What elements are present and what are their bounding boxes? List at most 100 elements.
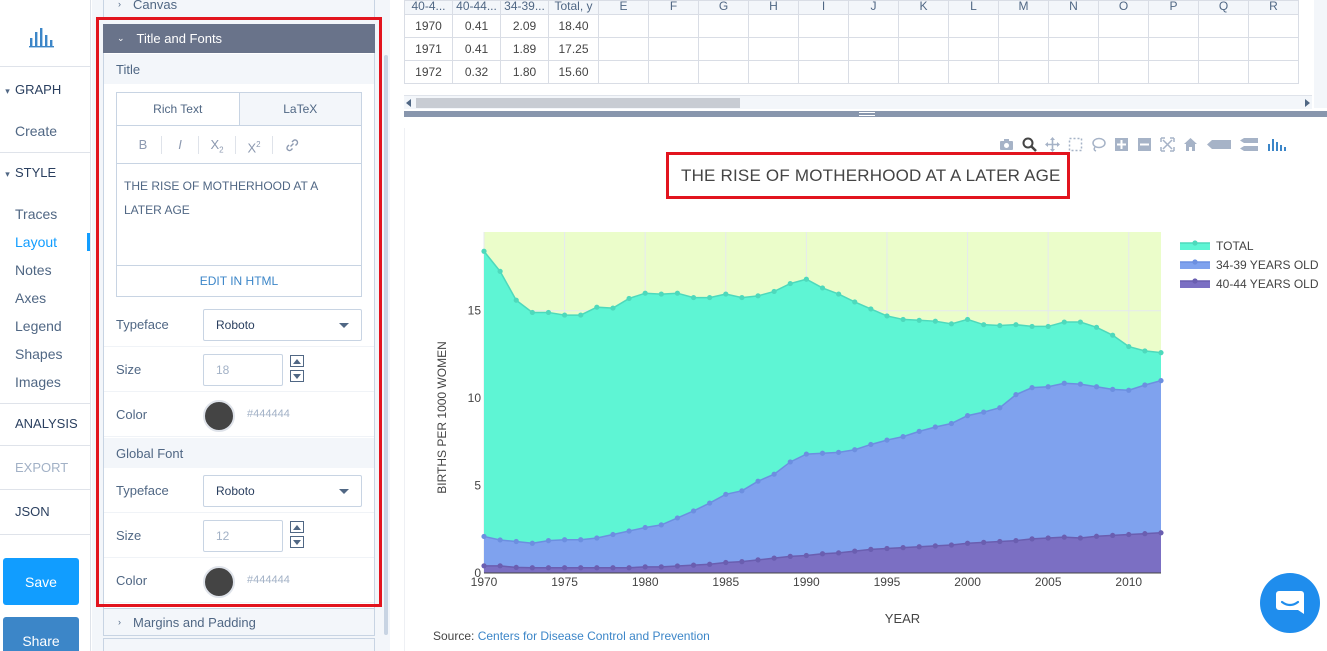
table-cell[interactable] [798,60,849,84]
data-point[interactable] [1045,384,1051,390]
data-point[interactable] [690,508,697,514]
data-point[interactable] [836,449,842,455]
table-cell[interactable] [648,37,699,61]
table-cell[interactable] [998,14,1049,38]
data-point[interactable] [707,561,713,567]
nav-item-images[interactable]: Images [15,374,61,390]
data-point[interactable] [787,459,793,465]
data-point[interactable] [594,565,600,571]
table-cell[interactable] [1148,60,1199,84]
data-point[interactable] [1126,343,1132,350]
link-button[interactable] [273,136,310,154]
home-icon[interactable] [1183,137,1198,152]
table-cell[interactable]: 0.41 [452,14,501,38]
data-point[interactable] [836,550,842,556]
data-point[interactable] [497,563,503,569]
column-header[interactable]: L [948,0,999,15]
data-point[interactable] [1045,535,1051,541]
chart-title[interactable]: THE RISE OF MOTHERHOOD AT A LATER AGE [681,166,1061,185]
data-point[interactable] [674,290,681,296]
data-point[interactable] [932,318,938,324]
table-cell[interactable] [648,14,699,38]
table-cell[interactable] [848,14,899,38]
size-increment-button[interactable] [290,521,304,533]
table-cell[interactable] [898,60,949,84]
nav-item-analysis[interactable]: ANALYSIS [15,416,78,431]
data-point[interactable] [723,491,729,497]
data-point[interactable] [610,305,616,311]
table-cell[interactable] [598,60,649,84]
table-cell[interactable] [1148,14,1199,38]
data-point[interactable] [900,316,906,323]
table-cell[interactable] [848,60,899,84]
data-point[interactable] [1158,530,1164,536]
data-point[interactable] [1013,392,1019,398]
data-point[interactable] [561,312,568,318]
data-point[interactable] [513,297,519,303]
plotly-logo-icon[interactable] [28,26,56,48]
data-point[interactable] [1013,538,1019,544]
nav-item-create[interactable]: Create [15,123,58,139]
data-point[interactable] [1093,384,1100,390]
data-point[interactable] [723,291,729,297]
scroll-thumb[interactable] [416,98,740,108]
table-cell[interactable] [948,60,999,84]
table-cell[interactable] [848,37,899,61]
table-cell[interactable]: 1971 [404,37,453,61]
italic-button[interactable]: I [162,135,199,154]
data-point[interactable] [545,565,552,571]
data-point[interactable] [739,294,745,301]
data-point[interactable] [900,545,906,551]
data-point[interactable] [836,291,842,297]
table-cell[interactable] [748,60,799,84]
data-point[interactable] [626,565,632,571]
column-header[interactable]: P [1148,0,1199,15]
data-point[interactable] [1093,324,1100,330]
canvas-section-header[interactable]: › Canvas [103,0,375,18]
column-header[interactable]: I [798,0,849,15]
title-text-area[interactable]: THE RISE OF MOTHERHOOD AT A LATER AGE [124,179,318,217]
data-point[interactable] [916,544,922,550]
age-34-39-area[interactable] [484,380,1161,573]
superscript-button[interactable]: X2 [236,135,273,155]
data-point[interactable] [561,565,568,571]
table-cell[interactable]: 17.25 [548,37,599,61]
compare-hover-icon[interactable] [1240,137,1258,152]
data-point[interactable] [545,538,552,544]
nav-item-shapes[interactable]: Shapes [15,346,63,362]
data-point[interactable] [1158,350,1164,356]
table-cell[interactable] [998,37,1049,61]
table-cell[interactable] [1098,14,1149,38]
data-point[interactable] [771,288,777,295]
data-point[interactable] [964,316,971,323]
scroll-right-icon[interactable] [1305,99,1310,107]
table-cell[interactable]: 0.32 [452,60,501,84]
table-cell[interactable] [748,37,799,61]
data-point[interactable] [739,488,745,494]
table-cell[interactable]: 1.80 [500,60,549,84]
panel-scrollbar[interactable] [384,55,388,635]
data-point[interactable] [884,545,890,552]
bold-button[interactable]: B [125,135,162,154]
data-point[interactable] [1077,535,1084,541]
data-point[interactable] [642,564,648,570]
column-header[interactable]: G [698,0,749,15]
column-header[interactable]: R [1248,0,1299,15]
data-point[interactable] [529,565,535,571]
table-cell[interactable] [1148,37,1199,61]
table-cell[interactable] [1248,37,1299,61]
data-point[interactable] [1126,531,1132,538]
table-cell[interactable] [798,14,849,38]
data-point[interactable] [755,293,761,299]
data-point[interactable] [964,413,971,419]
data-point[interactable] [513,564,519,571]
data-point[interactable] [1077,381,1084,387]
size-decrement-button[interactable] [290,370,304,382]
data-point[interactable] [1110,386,1116,392]
data-point[interactable] [1029,323,1035,330]
data-point[interactable] [771,471,777,477]
table-cell[interactable] [698,60,749,84]
data-point[interactable] [707,500,713,506]
legend-label[interactable]: 34-39 YEARS OLD [1216,258,1319,272]
table-cell[interactable]: 1970 [404,14,453,38]
